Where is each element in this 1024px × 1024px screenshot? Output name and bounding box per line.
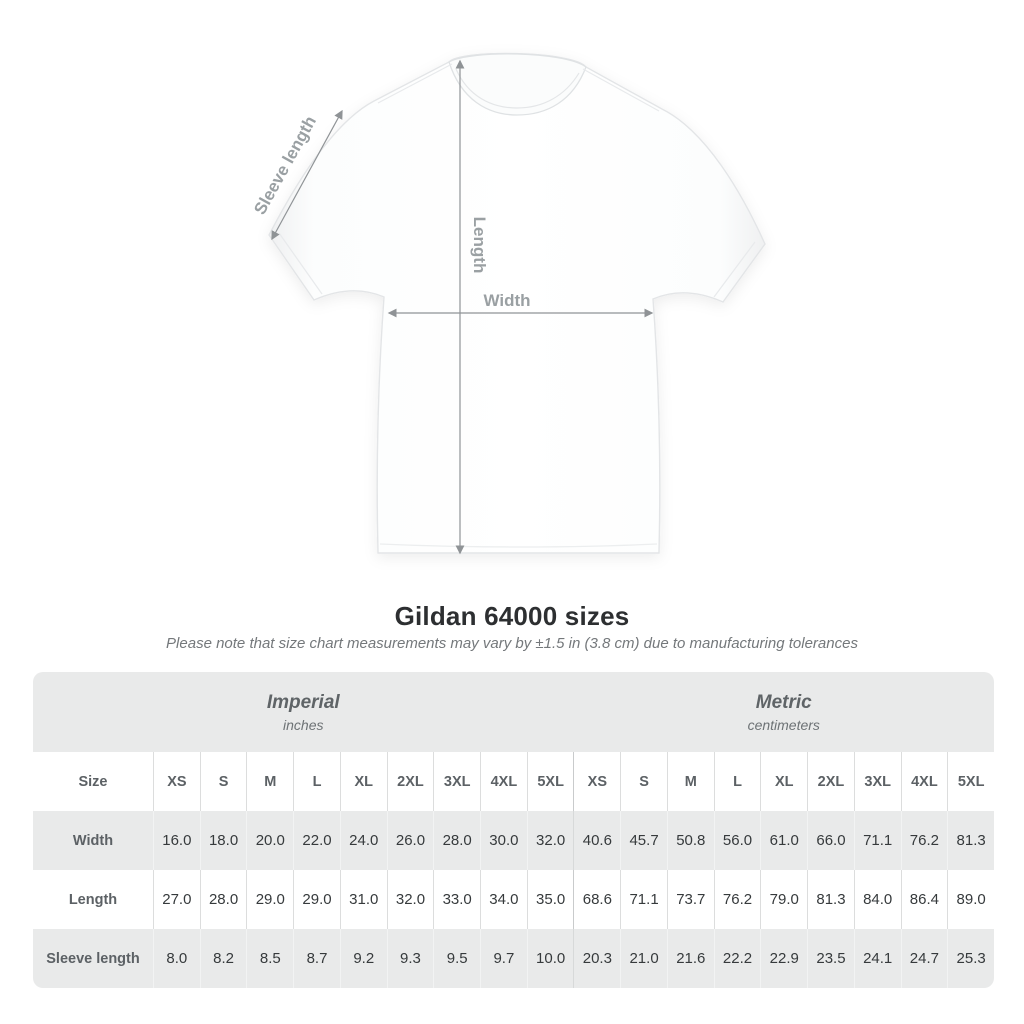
width-label: Width [483,291,530,310]
imperial-header: Imperial inches [33,672,574,752]
value-cell: 56.0 [713,811,761,870]
value-cell: 28.0 [433,811,480,870]
value-cell: 45.7 [620,811,667,870]
size-header-cell: 5XL [947,752,994,811]
value-cell: 26.0 [386,811,434,870]
value-cell: 89.0 [947,870,994,929]
length-label: Length [470,217,489,274]
value-cell: 81.3 [947,811,994,870]
imperial-unit: inches [283,716,324,733]
value-cell: 33.0 [433,870,480,929]
size-header-row: Size XS S M L XL 2XL 3XL 4XL 5XL XS S M … [33,752,994,811]
width-row: Width 16.0 18.0 20.0 22.0 24.0 26.0 28.0… [33,811,994,870]
tshirt-measurement-diagram: Sleeve length Length Width [250,52,766,555]
value-cell: 22.2 [713,929,761,988]
size-header-cell: XS [153,752,200,811]
size-header-cell: 4XL [900,752,948,811]
value-cell: 9.2 [339,929,387,988]
value-cell: 23.5 [807,929,854,988]
tshirt-illustration: Sleeve length Length Width [250,52,766,555]
value-cell: 27.0 [153,870,200,929]
value-cell: 79.0 [760,870,807,929]
size-header-cell: S [199,752,247,811]
value-cell: 73.7 [666,870,714,929]
size-column-header: Size [78,773,108,790]
sleeve-length-arrow [271,109,343,241]
size-header-cell: M [246,752,293,811]
length-row: Length 27.0 28.0 29.0 29.0 31.0 32.0 33.… [33,870,994,929]
tolerance-note: Please note that size chart measurements… [166,635,858,652]
value-cell: 21.6 [666,929,714,988]
size-header-cell: XL [339,752,387,811]
size-header-cell: L [713,752,761,811]
value-cell: 76.2 [900,811,948,870]
value-cell: 8.0 [153,929,200,988]
value-cell: 31.0 [339,870,387,929]
size-header-cell: M [666,752,714,811]
tshirt-shape [268,52,766,554]
value-cell: 35.0 [526,870,574,929]
value-cell: 86.4 [900,870,948,929]
value-cell: 22.9 [760,929,807,988]
value-cell: 66.0 [807,811,854,870]
value-cell: 68.6 [573,870,620,929]
value-cell: 8.7 [293,929,340,988]
value-cell: 10.0 [526,929,574,988]
page-title: Gildan 64000 sizes [394,601,630,631]
value-cell: 21.0 [620,929,667,988]
value-cell: 81.3 [807,870,854,929]
value-cell: 24.0 [339,811,387,870]
metric-header: Metric centimeters [574,672,995,752]
sleeve-length-row: Sleeve length 8.0 8.2 8.5 8.7 9.2 9.3 9.… [33,929,994,988]
value-cell: 20.3 [573,929,620,988]
value-cell: 24.7 [900,929,948,988]
row-label: Sleeve length [46,950,140,967]
row-label: Length [68,891,118,908]
imperial-label: Imperial [266,691,340,713]
unit-header-band: Imperial inches Metric centimeters [33,672,994,752]
size-header-cell: 5XL [526,752,574,811]
value-cell: 9.7 [480,929,527,988]
value-cell: 50.8 [666,811,714,870]
value-cell: 71.1 [853,811,901,870]
size-header-cell: 3XL [853,752,901,811]
value-cell: 24.1 [853,929,901,988]
value-cell: 8.5 [246,929,293,988]
value-cell: 22.0 [293,811,340,870]
value-cell: 16.0 [153,811,200,870]
metric-unit: centimeters [747,716,820,733]
value-cell: 32.0 [386,870,434,929]
value-cell: 29.0 [293,870,340,929]
metric-label: Metric [755,691,812,713]
value-cell: 76.2 [713,870,761,929]
size-header-cell: L [293,752,340,811]
value-cell: 18.0 [199,811,247,870]
value-cell: 30.0 [480,811,527,870]
value-cell: 40.6 [573,811,620,870]
size-header-cell: XL [760,752,807,811]
value-cell: 25.3 [947,929,994,988]
value-cell: 29.0 [246,870,293,929]
size-header-cell: 2XL [386,752,434,811]
value-cell: 71.1 [620,870,667,929]
value-cell: 28.0 [199,870,247,929]
value-cell: 84.0 [853,870,901,929]
value-cell: 20.0 [246,811,293,870]
row-label: Width [72,832,114,849]
value-cell: 9.3 [386,929,434,988]
size-header-cell: 2XL [807,752,854,811]
size-header-cell: S [620,752,667,811]
size-header-cell: 3XL [433,752,480,811]
size-table: Imperial inches Metric centimeters Size … [33,672,994,988]
value-cell: 61.0 [760,811,807,870]
size-header-cell: XS [573,752,620,811]
value-cell: 9.5 [433,929,480,988]
value-cell: 8.2 [199,929,247,988]
value-cell: 34.0 [480,870,527,929]
size-header-cell: 4XL [480,752,527,811]
value-cell: 32.0 [526,811,574,870]
